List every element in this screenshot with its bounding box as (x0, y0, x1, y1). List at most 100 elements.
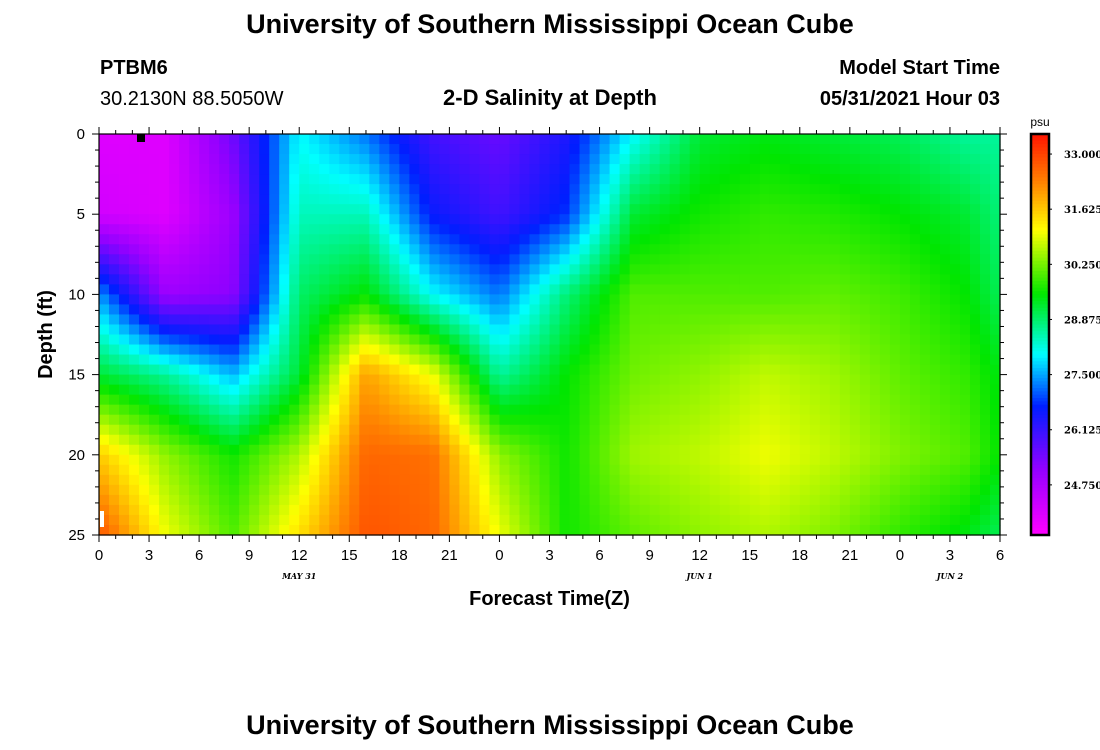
heatmap-cell (139, 154, 150, 165)
heatmap-cell (909, 324, 921, 336)
heatmap-cell (719, 264, 731, 275)
heatmap-cell (979, 264, 991, 275)
colorbar-segment (1031, 314, 1049, 319)
heatmap-cell (689, 384, 701, 396)
heatmap-cell (769, 154, 781, 165)
heatmap-cell (819, 414, 831, 426)
heatmap-cell (969, 144, 981, 155)
heatmap-cell (909, 244, 921, 255)
heatmap-cell (369, 464, 380, 476)
heatmap-cell (469, 294, 481, 306)
heatmap-cell (929, 214, 941, 225)
heatmap-cell (279, 434, 290, 446)
heatmap-cell (969, 244, 981, 255)
heatmap-cell (359, 294, 370, 306)
heatmap-cell (529, 224, 541, 235)
heatmap-cell (519, 384, 531, 396)
heatmap-cell (569, 164, 581, 175)
heatmap-cell (389, 144, 400, 155)
heatmap-cell (579, 244, 591, 255)
heatmap-cell (419, 434, 430, 446)
heatmap-cell (809, 274, 821, 285)
heatmap-cell (489, 254, 501, 265)
heatmap-cell (869, 514, 881, 526)
heatmap-cell (719, 414, 731, 426)
heatmap-cell (99, 354, 110, 366)
heatmap-cell (819, 214, 831, 225)
heatmap-cell (969, 474, 981, 486)
heatmap-cell (469, 234, 481, 245)
heatmap-cell (789, 444, 801, 456)
heatmap-cell (189, 244, 200, 255)
heatmap-cell (449, 524, 460, 536)
heatmap-cell (159, 474, 170, 486)
colorbar-segment (1031, 244, 1049, 249)
heatmap-cell (269, 294, 280, 306)
heatmap-cell (469, 224, 481, 235)
heatmap-cell (569, 524, 581, 536)
heatmap-cell (539, 404, 551, 416)
heatmap-cell (649, 334, 661, 346)
heatmap-cell (549, 474, 561, 486)
heatmap-cell (509, 444, 521, 456)
heatmap-cell (809, 394, 821, 406)
heatmap-cell (449, 384, 460, 396)
heatmap-cell (709, 304, 721, 316)
heatmap-cell (359, 394, 370, 406)
heatmap-cell (399, 234, 410, 245)
heatmap-cell (579, 164, 591, 175)
heatmap-cell (849, 304, 861, 316)
heatmap-cell (939, 304, 951, 316)
heatmap-cell (449, 394, 460, 406)
heatmap-cell (339, 464, 350, 476)
heatmap-cell (669, 194, 681, 205)
heatmap-cell (799, 464, 811, 476)
heatmap-cell (959, 394, 971, 406)
heatmap-cell (539, 474, 551, 486)
heatmap-cell (329, 374, 340, 386)
heatmap-cell (789, 264, 801, 275)
heatmap-cell (319, 174, 330, 185)
heatmap-cell (589, 274, 601, 285)
colorbar-segment (1031, 334, 1049, 339)
heatmap-cell (739, 434, 751, 446)
heatmap-cell (479, 464, 491, 476)
heatmap-cell (199, 254, 210, 265)
heatmap-cell (829, 294, 841, 306)
heatmap-cell (709, 284, 721, 296)
heatmap-cell (379, 274, 390, 285)
heatmap-cell (179, 344, 190, 356)
heatmap-cell (169, 344, 180, 356)
heatmap-cell (179, 474, 190, 486)
heatmap-cell (549, 334, 561, 346)
heatmap-cell (459, 194, 471, 205)
heatmap-cell (149, 144, 160, 155)
heatmap-cell (149, 504, 160, 516)
heatmap-cell (989, 174, 1001, 185)
heatmap-cell (669, 334, 681, 346)
heatmap-cell (609, 364, 621, 376)
heatmap-cell (769, 514, 781, 526)
x-tick-label: 15 (741, 547, 758, 564)
heatmap-cell (269, 524, 280, 536)
heatmap-cell (559, 414, 571, 426)
heatmap-cell (509, 144, 521, 155)
heatmap-cell (769, 334, 781, 346)
heatmap-cell (799, 194, 811, 205)
heatmap-cell (549, 294, 561, 306)
heatmap-cell (619, 354, 631, 366)
heatmap-cell (599, 304, 611, 316)
heatmap-cell (419, 264, 430, 275)
heatmap-cell (99, 374, 110, 386)
heatmap-cell (459, 344, 471, 356)
heatmap-cell (299, 284, 310, 296)
heatmap-cell (439, 284, 450, 296)
heatmap-cell (549, 354, 561, 366)
heatmap-cell (509, 524, 521, 536)
heatmap-cell (149, 174, 160, 185)
heatmap-cell (569, 244, 581, 255)
heatmap-cell (379, 404, 390, 416)
heatmap-cell (859, 394, 871, 406)
heatmap-cell (489, 444, 501, 456)
heatmap-cell (679, 394, 691, 406)
